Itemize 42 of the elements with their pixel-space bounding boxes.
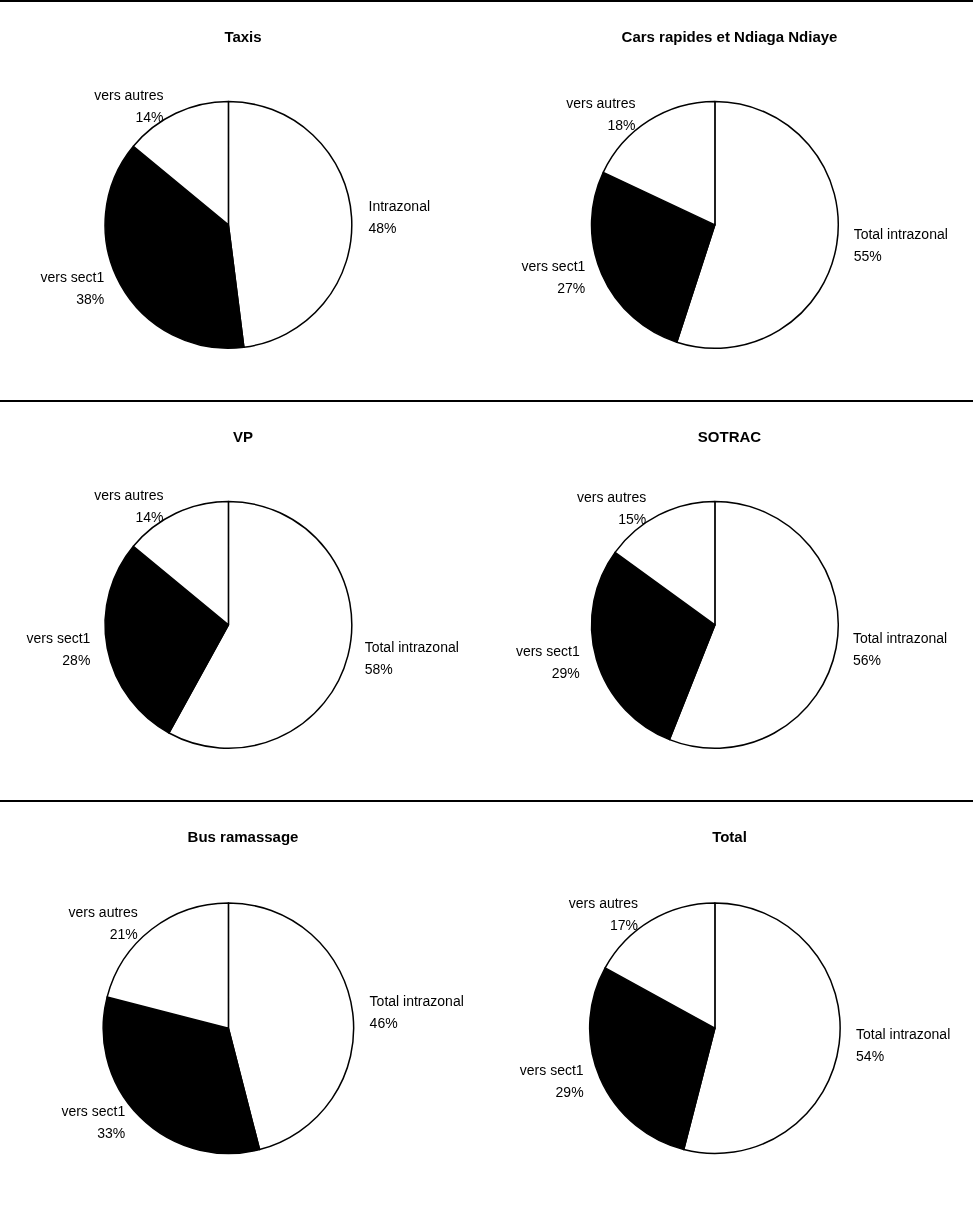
data-label: 18%: [607, 116, 636, 133]
chart-title: Cars rapides et Ndiaga Ndiaye: [621, 28, 838, 45]
slice-label: vers autres: [68, 903, 138, 920]
slice-label: vers sect1: [519, 1062, 584, 1079]
data-label: 54%: [856, 1047, 885, 1064]
slice-label: Total intrazonal: [364, 638, 459, 655]
data-label: 58%: [364, 660, 393, 677]
slice-label: vers autres: [94, 487, 164, 503]
data-label: 29%: [551, 664, 580, 681]
chart-title: VP: [232, 428, 254, 445]
slice-label: vers autres: [568, 894, 639, 911]
slice-label: vers sect1: [61, 1103, 126, 1120]
slice-label: Total intrazonal: [852, 630, 948, 647]
data-label: 29%: [555, 1084, 584, 1101]
chart-title: Bus ramassage: [187, 828, 299, 845]
data-label: 14%: [135, 509, 164, 525]
data-label: 14%: [135, 109, 164, 125]
slice-label: Total intrazonal: [856, 1025, 951, 1042]
data-label: 56%: [852, 652, 881, 669]
slice-label: Total intrazonal: [369, 992, 464, 1009]
slice-label: vers sect1: [515, 642, 580, 659]
data-label: 17%: [610, 916, 639, 933]
slice-label: vers sect1: [40, 269, 105, 286]
slice-label: vers autres: [566, 94, 636, 111]
slice-label: Total intrazonal: [853, 226, 948, 243]
data-label: 48%: [368, 219, 397, 236]
chart-title: Total: [712, 828, 747, 845]
slice-label: vers autres: [94, 87, 164, 103]
data-label: 21%: [109, 925, 138, 942]
data-label: 33%: [97, 1125, 126, 1142]
data-label: 15%: [618, 510, 647, 527]
data-label: 46%: [369, 1014, 398, 1031]
data-label: 28%: [62, 652, 91, 669]
data-label: 27%: [557, 280, 586, 297]
slice-label: vers sect1: [521, 258, 586, 275]
data-label: 38%: [76, 291, 105, 308]
slice-label: vers sect1: [26, 630, 91, 647]
slice-label: vers autres: [576, 488, 647, 505]
data-label: 55%: [853, 248, 882, 265]
chart-title: Taxis: [224, 28, 262, 45]
chart-title: SOTRAC: [697, 428, 762, 445]
slice-label: Intrazonal: [368, 197, 431, 214]
